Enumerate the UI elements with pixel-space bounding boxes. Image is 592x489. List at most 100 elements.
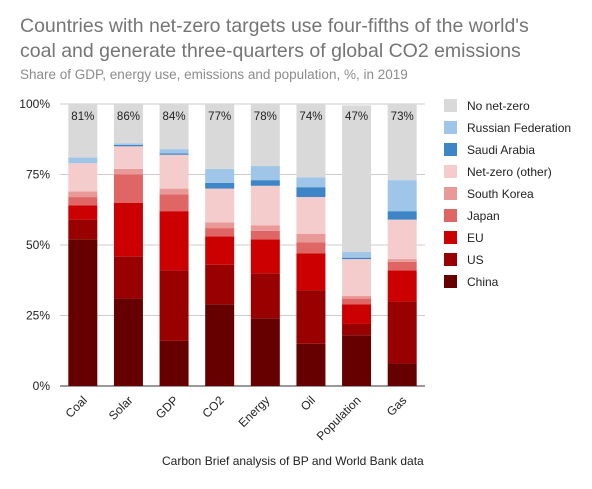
bar-segment <box>250 318 280 386</box>
bar-segment <box>113 202 143 257</box>
legend-swatch <box>444 143 457 156</box>
bar-segment <box>387 259 417 262</box>
data-label: 47% <box>345 111 368 123</box>
bar-segment <box>68 205 98 220</box>
legend: No net-zero Russian Federation Saudi Arabi… <box>444 99 571 289</box>
data-labels: 81% 86% 84% 77% 78% 74% 47% 73% <box>71 111 413 123</box>
bar-segment <box>296 233 326 243</box>
bar-segment <box>342 298 372 305</box>
legend-label: Russian Federation <box>467 121 571 135</box>
bar-segment <box>250 239 280 274</box>
bar-segment <box>159 270 189 341</box>
bar-segment <box>250 225 280 231</box>
chart-subtitle: Share of GDP, energy use, emissions and … <box>20 67 408 82</box>
x-tick-label: Energy <box>236 393 273 430</box>
legend-swatch <box>444 121 457 134</box>
bar-segment <box>342 304 372 324</box>
bar-segment <box>296 187 326 198</box>
legend-label: No net-zero <box>467 99 530 113</box>
bar-segment <box>250 104 280 167</box>
bar-segment <box>250 273 280 319</box>
legend-label: EU <box>467 231 484 245</box>
bar-segment <box>250 185 280 226</box>
bar-segment <box>250 180 280 186</box>
bar-segment <box>342 335 372 386</box>
legend-swatch <box>444 187 457 200</box>
bars <box>68 104 417 386</box>
legend-label: Net-zero (other) <box>467 165 552 179</box>
bar-segment <box>159 154 189 189</box>
bar-segment <box>113 144 143 147</box>
bar-segment <box>205 182 235 189</box>
bar-segment <box>159 153 189 155</box>
legend-label: Saudi Arabia <box>467 143 535 157</box>
bar-segment <box>113 256 143 299</box>
bar-segment <box>250 166 280 181</box>
bar-segment <box>205 228 235 237</box>
bar-segment <box>159 211 189 271</box>
y-tick-label: 25% <box>26 309 50 323</box>
bar-segment <box>387 261 417 271</box>
x-tick-label: CO2 <box>199 393 227 421</box>
bar-segment <box>296 104 326 178</box>
y-tick-label: 0% <box>33 379 51 393</box>
bar-segment <box>342 295 372 299</box>
bar-segment <box>113 168 143 175</box>
bar-segment <box>159 104 189 150</box>
bar-segment <box>68 157 98 164</box>
data-label: 77% <box>208 111 231 123</box>
legend-swatch <box>444 253 457 266</box>
bar-segment <box>387 301 417 364</box>
legend-label: South Korea <box>467 187 534 201</box>
legend-label: Japan <box>467 209 500 223</box>
data-label: 74% <box>299 111 322 123</box>
bar-segment <box>205 188 235 223</box>
bar-segment <box>68 219 98 240</box>
bar-segment <box>113 143 143 145</box>
bar-segment <box>68 197 98 206</box>
bar-segment <box>159 194 189 212</box>
bar-segment <box>296 343 326 386</box>
bar-segment <box>68 163 98 192</box>
x-tick-label: GDP <box>153 393 181 421</box>
bar-segment <box>342 257 372 260</box>
legend-swatch <box>444 275 457 288</box>
bar-segment <box>342 252 372 258</box>
bar-segment <box>296 253 326 291</box>
bar-segment <box>205 264 235 305</box>
legend-swatch <box>444 99 457 112</box>
bar-segment <box>159 188 189 195</box>
bar-segment <box>342 105 372 253</box>
bar-segment <box>113 146 143 169</box>
bar-segment <box>205 304 235 386</box>
bar-segment <box>68 104 98 158</box>
y-tick-label: 75% <box>26 168 50 182</box>
x-tick-label: Coal <box>63 393 90 420</box>
bar-segment <box>205 168 235 183</box>
bar-segment <box>68 191 98 198</box>
bar-segment <box>296 242 326 254</box>
bar-segment <box>342 259 372 296</box>
bar-segment <box>159 340 189 386</box>
legend-label: China <box>467 275 499 289</box>
bar-segment <box>296 197 326 234</box>
y-tick-label: 100% <box>19 97 50 111</box>
bar-segment <box>250 230 280 240</box>
data-label: 73% <box>391 111 414 123</box>
bar-segment <box>387 363 417 386</box>
data-label: 84% <box>163 111 186 123</box>
legend-swatch <box>444 231 457 244</box>
bar-segment <box>296 177 326 188</box>
chart-title-line-2: coal and generate three-quarters of glob… <box>20 40 521 62</box>
bar-segment <box>113 298 143 386</box>
legend-swatch <box>444 165 457 178</box>
x-tick-label: Gas <box>384 393 409 418</box>
legend-label: US <box>467 253 484 267</box>
data-label: 81% <box>71 111 94 123</box>
bar-segment <box>387 180 417 212</box>
bar-segment <box>387 104 417 181</box>
chart-caption: Carbon Brief analysis of BP and World Ba… <box>162 454 424 468</box>
bar-segment <box>387 211 417 220</box>
legend-swatch <box>444 209 457 222</box>
